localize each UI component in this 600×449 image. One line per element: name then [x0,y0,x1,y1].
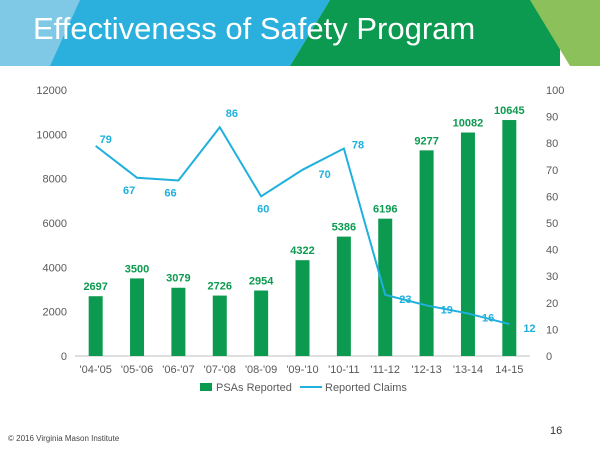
title-banner [0,0,600,66]
bar [502,120,517,356]
y-right-tick-label: 20 [546,298,558,310]
line-data-label: 70 [319,169,331,181]
y-right-tick-label: 10 [546,324,558,336]
y-right-tick-label: 90 [546,112,558,124]
bar-data-label: 10082 [453,118,484,130]
x-tick-label: '10-'11 [328,364,360,376]
bar-data-label: 10645 [494,105,525,117]
bar-data-label: 4322 [290,245,314,257]
x-tick-label: '04-'05 [80,364,112,376]
bar [460,132,475,356]
bar-data-label: 9277 [414,135,438,147]
x-tick-label: '06-'07 [162,364,194,376]
x-tick-label: 14-15 [495,364,523,376]
x-tick-label: '09-'10 [286,364,318,376]
y-left-tick-label: 4000 [43,262,67,274]
y-left-tick-label: 0 [61,351,67,363]
y-left-tick-label: 12000 [36,85,67,97]
y-left-tick-label: 10000 [36,129,67,141]
bar [254,290,269,356]
line-data-label: 79 [100,134,112,146]
bar [336,236,351,356]
line-data-label: 66 [164,187,176,199]
bar [419,150,434,356]
bar-data-label: 5386 [332,222,356,234]
x-tick-label: '07-'08 [204,364,236,376]
y-right-tick-label: 50 [546,218,558,230]
line-data-label: 19 [441,304,453,316]
y-right-tick-label: 100 [546,85,564,97]
banner-green-band [290,0,560,66]
x-tick-label: '12-13 [411,364,441,376]
legend-bar-swatch [200,383,212,391]
y-left-tick-label: 6000 [43,218,67,230]
y-right-tick-label: 30 [546,271,558,283]
y-right-tick-label: 0 [546,351,552,363]
line-data-label: 16 [482,312,494,324]
x-tick-label: '08-'09 [245,364,277,376]
bar-data-label: 2954 [249,276,274,288]
bar [88,296,103,356]
banner-lime-band [530,0,600,66]
bar-data-label: 2697 [83,281,107,293]
legend-label: Reported Claims [325,382,407,394]
bar [130,278,145,356]
bar [378,218,393,356]
x-tick-label: '11-12 [371,364,400,376]
line-data-label: 78 [352,140,364,152]
line-data-label: 23 [399,294,411,306]
bar-data-label: 6196 [373,204,397,216]
slide-title: Effectiveness of Safety Program [33,11,476,46]
page-number: 16 [550,425,563,437]
bar-data-label: 2726 [208,281,232,293]
y-right-tick-label: 40 [546,245,558,257]
y-right-tick-label: 80 [546,138,558,150]
x-tick-label: '13-14 [453,364,483,376]
bar [171,287,186,356]
claims-line [95,125,510,326]
bar-data-label: 3500 [125,263,149,275]
line-data-label: 67 [123,185,135,197]
bar [295,260,310,356]
bar-data-label: 3079 [166,273,190,285]
y-right-tick-label: 70 [546,165,558,177]
line-data-label: 60 [257,203,269,215]
x-tick-label: '05-'06 [121,364,153,376]
y-left-tick-label: 2000 [43,307,67,319]
copyright-footer: © 2016 Virginia Mason Institute [8,434,120,443]
chart: 0 2000 4000 6000 8000 10000 12000 0 10 20 30 40 50 60… [36,85,564,394]
y-left-tick-label: 8000 [43,174,67,186]
line-data-label: 86 [226,108,238,120]
bar [212,295,227,356]
banner-cyan-band [50,0,330,66]
line-data-label: 12 [523,323,535,335]
y-right-tick-label: 60 [546,191,558,203]
legend-label: PSAs Reported [216,382,292,394]
